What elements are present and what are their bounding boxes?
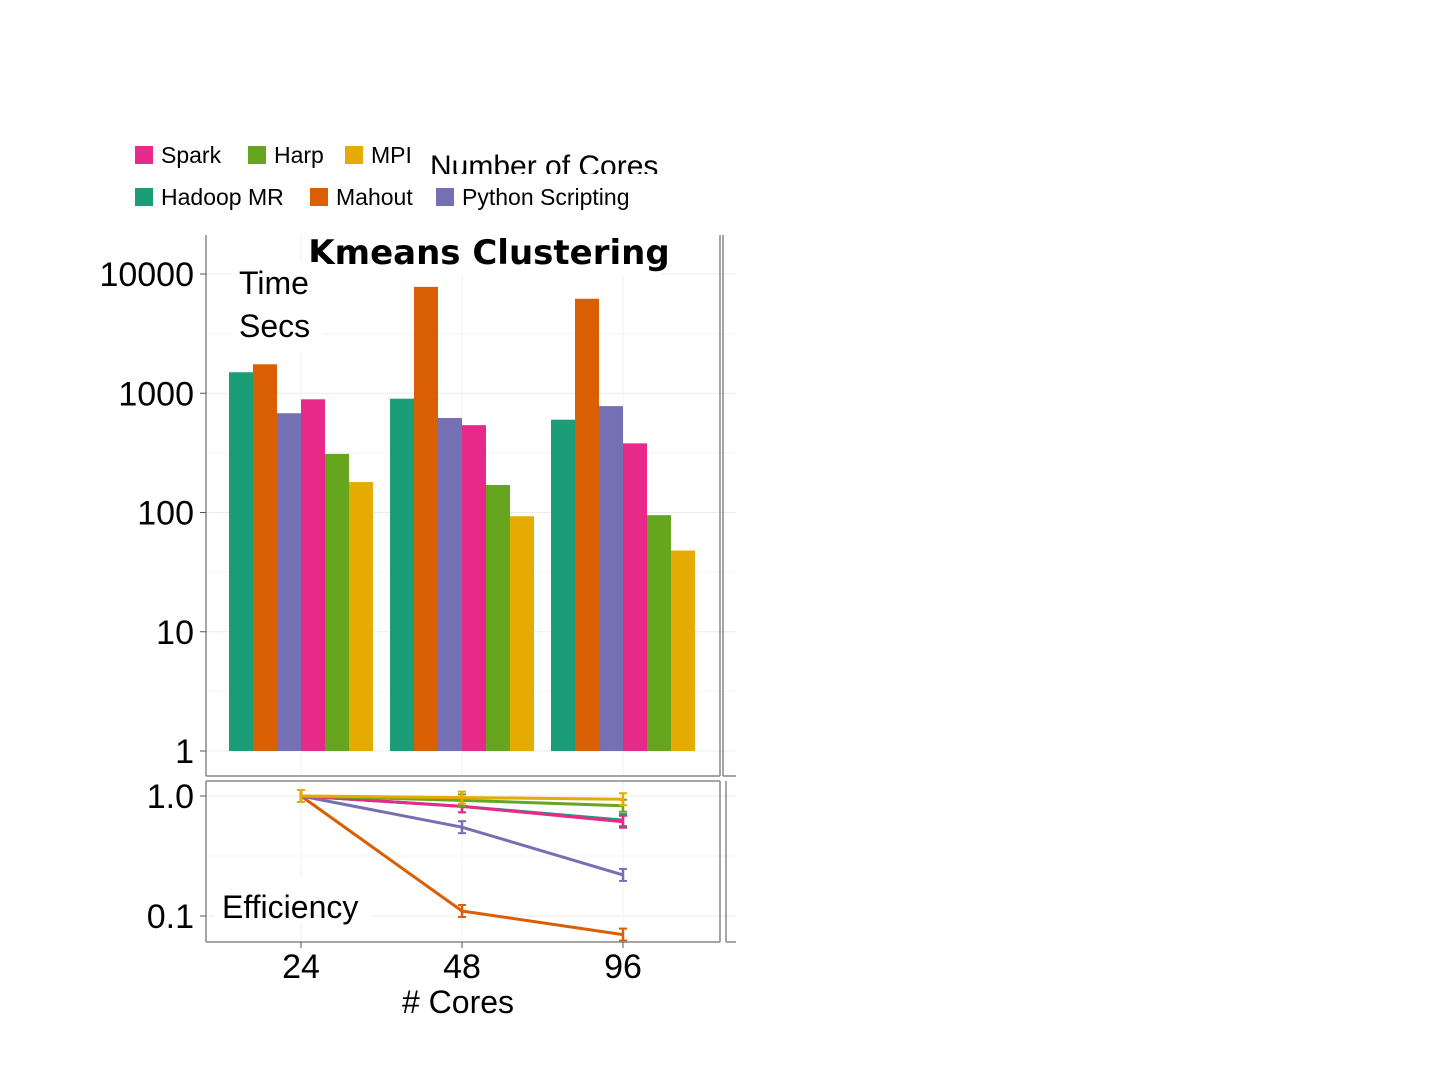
x-axis-title: # Cores (402, 984, 514, 1020)
bar-hadoop-mr-96 (551, 419, 575, 751)
point-python-scripting-48 (458, 820, 466, 835)
legend-swatch-mpi (345, 146, 363, 164)
legend-label-harp: Harp (274, 142, 324, 168)
time-ytick-label: 100 (137, 495, 194, 533)
efficiency-label-background (214, 876, 372, 924)
point-python-scripting-96 (619, 867, 627, 882)
time-ytick-label: 1000 (118, 375, 194, 413)
time-yticks: 1 10 100 1000 10000 (99, 256, 206, 771)
legend-item-mpi: MPI (345, 142, 412, 168)
point-mpi-24 (297, 789, 305, 803)
bar-mahout-48 (414, 286, 438, 751)
legend-label-spark: Spark (161, 142, 222, 168)
time-ytick-label: 10000 (99, 256, 194, 294)
legend-label-hadoop-mr: Hadoop MR (161, 184, 284, 210)
time-label-line: Secs (239, 308, 310, 344)
bar-spark-24 (301, 399, 325, 751)
bar-python-scripting-24 (277, 413, 301, 751)
legend-label-mahout: Mahout (336, 184, 413, 210)
bar-mpi-24 (349, 482, 373, 751)
bar-hadoop-mr-24 (229, 372, 253, 751)
x-axis: 24 48 96 # Cores (282, 942, 642, 1020)
bar-spark-48 (462, 425, 486, 751)
chart-title: Kmeans Clustering (308, 230, 670, 276)
bar-hadoop-mr-48 (390, 398, 414, 751)
legend-item-hadoop-mr: Hadoop MR (135, 184, 284, 210)
efficiency-label-text: Efficiency (222, 889, 358, 925)
legend-item-mahout: Mahout (310, 184, 413, 210)
legend-swatch-mahout (310, 188, 328, 206)
bar-mpi-48 (510, 516, 534, 751)
bar-python-scripting-96 (599, 406, 623, 751)
point-mpi-96 (619, 792, 627, 807)
efficiency-ytick-label: 0.1 (147, 898, 194, 936)
legend-swatch-python-scripting (436, 188, 454, 206)
legend-swatch-harp (248, 146, 266, 164)
time-bars (229, 286, 695, 751)
time-panel-label: Time Secs (232, 262, 324, 352)
legend-item-harp: Harp (248, 142, 324, 168)
legend-swatch-hadoop-mr (135, 188, 153, 206)
point-spark-96 (619, 814, 627, 829)
chart-title-background (322, 230, 662, 276)
bar-mpi-96 (671, 550, 695, 751)
x-tick-label-96: 96 (604, 948, 642, 986)
time-label-background (232, 262, 324, 352)
legend-item-python-scripting: Python Scripting (436, 184, 629, 210)
bar-spark-96 (623, 443, 647, 751)
efficiency-ytick-label: 1.0 (147, 778, 194, 816)
legend-label-mpi: MPI (371, 142, 412, 168)
bar-harp-48 (486, 485, 510, 751)
legend-item-spark: Spark (135, 142, 222, 168)
time-ytick-label: 10 (156, 614, 194, 652)
efficiency-panel: Efficiency 0.1 1.0 (147, 778, 736, 943)
efficiency-panel-label: Efficiency (214, 876, 372, 925)
bar-python-scripting-48 (438, 418, 462, 751)
legend-swatch-spark (135, 146, 153, 164)
partial-title: Number of Cores (430, 150, 658, 183)
efficiency-yticks: 0.1 1.0 (147, 778, 206, 936)
time-label-line: Time (239, 265, 309, 301)
legend-label-python-scripting: Python Scripting (462, 184, 629, 210)
bar-harp-96 (647, 515, 671, 751)
legend: Spark Harp MPI Hadoop MR Mahout Python Script… (135, 142, 629, 210)
bar-mahout-24 (253, 364, 277, 751)
bar-mahout-96 (575, 298, 599, 751)
point-mahout-96 (619, 927, 627, 942)
point-mahout-48 (458, 904, 466, 919)
efficiency-lines (297, 789, 627, 942)
time-ytick-label: 1 (175, 733, 194, 771)
x-tick-label-24: 24 (282, 948, 320, 986)
point-mpi-48 (458, 790, 466, 805)
chart-title-text: Kmeans Clustering (308, 233, 669, 273)
bar-harp-24 (325, 453, 349, 751)
x-tick-label-48: 48 (443, 948, 481, 986)
partial-title-text: Number of Cores (430, 150, 658, 183)
